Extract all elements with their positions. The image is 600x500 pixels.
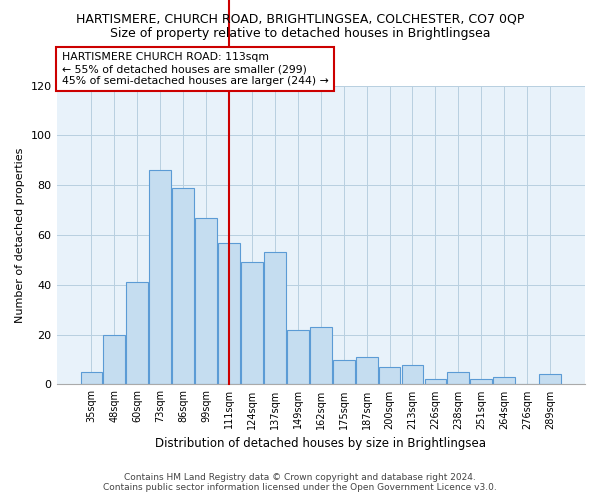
Bar	[218, 242, 240, 384]
Bar	[241, 262, 263, 384]
Text: HARTISMERE CHURCH ROAD: 113sqm
← 55% of detached houses are smaller (299)
45% of: HARTISMERE CHURCH ROAD: 113sqm ← 55% of …	[62, 52, 329, 86]
Bar	[310, 327, 332, 384]
Bar	[356, 357, 377, 384]
Bar	[470, 380, 492, 384]
Bar	[195, 218, 217, 384]
Bar	[172, 188, 194, 384]
Bar	[287, 330, 309, 384]
Bar	[539, 374, 561, 384]
Bar	[401, 364, 424, 384]
Bar	[80, 372, 103, 384]
Y-axis label: Number of detached properties: Number of detached properties	[15, 148, 25, 323]
Text: Size of property relative to detached houses in Brightlingsea: Size of property relative to detached ho…	[110, 28, 490, 40]
X-axis label: Distribution of detached houses by size in Brightlingsea: Distribution of detached houses by size …	[155, 437, 486, 450]
Bar	[149, 170, 171, 384]
Text: HARTISMERE, CHURCH ROAD, BRIGHTLINGSEA, COLCHESTER, CO7 0QP: HARTISMERE, CHURCH ROAD, BRIGHTLINGSEA, …	[76, 12, 524, 26]
Text: Contains HM Land Registry data © Crown copyright and database right 2024.
Contai: Contains HM Land Registry data © Crown c…	[103, 473, 497, 492]
Bar	[493, 377, 515, 384]
Bar	[379, 367, 400, 384]
Bar	[448, 372, 469, 384]
Bar	[264, 252, 286, 384]
Bar	[127, 282, 148, 384]
Bar	[425, 380, 446, 384]
Bar	[103, 334, 125, 384]
Bar	[333, 360, 355, 384]
